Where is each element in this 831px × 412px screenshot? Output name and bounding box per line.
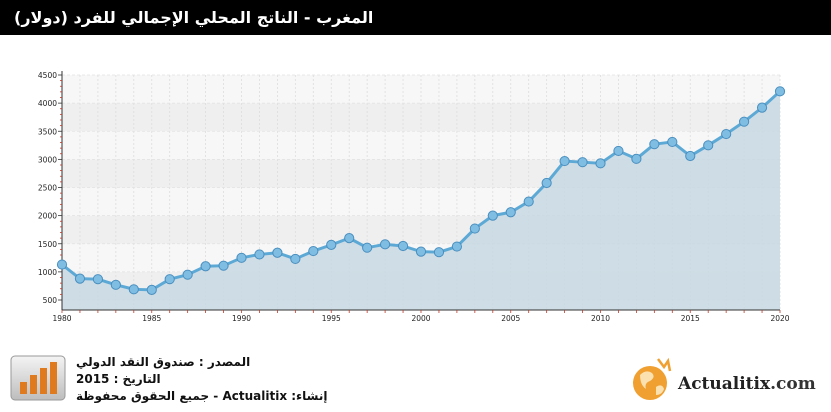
data-point	[721, 128, 732, 140]
y-tick-label: 3000	[38, 155, 57, 164]
data-point	[128, 284, 139, 295]
data-point	[326, 239, 337, 250]
data-point	[541, 177, 552, 189]
title-bar: المغرب - الناتج المحلي الإجمالي للفرد (د…	[0, 0, 831, 35]
data-point	[505, 207, 516, 218]
data-point	[397, 240, 409, 252]
chart-title: المغرب - الناتج المحلي الإجمالي للفرد (د…	[14, 8, 374, 27]
data-point	[774, 86, 786, 97]
x-tick-label: 2020	[770, 314, 789, 323]
y-tick-label: 4000	[38, 99, 57, 108]
logo-brand: Actualitix	[678, 374, 771, 394]
y-tick-label: 1000	[38, 268, 57, 277]
data-point	[451, 241, 462, 252]
data-point	[56, 259, 68, 270]
data-point	[200, 261, 211, 272]
x-tick-label: 1985	[142, 314, 161, 323]
data-point	[92, 274, 104, 285]
data-point	[487, 210, 498, 221]
data-point	[272, 247, 283, 258]
data-point	[595, 158, 606, 169]
data-point	[433, 247, 445, 258]
data-point	[577, 157, 588, 168]
y-tick-label: 2000	[38, 212, 57, 221]
data-point	[182, 269, 193, 280]
logo-text: Actualitix.com	[678, 374, 816, 394]
data-point	[739, 116, 750, 127]
data-point	[649, 139, 660, 150]
data-point	[756, 102, 768, 113]
data-point	[164, 274, 175, 285]
data-point	[236, 252, 247, 263]
data-point	[290, 253, 301, 265]
chart-area: 500 1000 1500 2000 2500 3000 3500 4000 4500 1980 1…	[38, 71, 790, 323]
data-point	[308, 245, 319, 257]
data-point	[667, 136, 678, 148]
footer: المصدر : صندوق النقد الدولي التاريخ : 20…	[0, 345, 831, 412]
data-point	[218, 260, 229, 271]
data-point	[362, 242, 373, 253]
y-tick-label: 4500	[38, 71, 57, 80]
y-tick-label: 3500	[38, 127, 57, 136]
data-point	[469, 223, 480, 234]
source-text: المصدر : صندوق النقد الدولي	[76, 355, 251, 369]
data-point	[559, 155, 570, 167]
series-area	[62, 91, 780, 310]
data-point	[380, 239, 391, 250]
data-point	[344, 233, 355, 244]
data-point	[146, 284, 157, 295]
credit-text: إنشاء: Actualitix - جميع الحقوق محفوظة	[76, 389, 328, 403]
y-tick-label: 2500	[38, 184, 57, 193]
bar-chart-icon	[10, 355, 66, 401]
x-tick-label: 2010	[591, 314, 610, 323]
data-point	[703, 140, 714, 151]
x-tick-label: 2005	[501, 314, 520, 323]
y-tick-label: 500	[43, 296, 58, 305]
logo-domain: .com	[770, 374, 816, 394]
data-point	[631, 153, 642, 164]
x-tick-label: 2015	[681, 314, 700, 323]
y-tick-label: 1500	[38, 240, 57, 249]
globe-logo-icon	[633, 357, 672, 400]
data-point	[685, 150, 696, 162]
data-point	[110, 279, 121, 290]
data-point	[523, 196, 534, 207]
date-text: التاريخ : 2015	[76, 372, 161, 386]
x-tick-label: 2000	[411, 314, 430, 323]
actualitix-logo[interactable]: Actualitix.com	[628, 353, 828, 403]
x-tick-label: 1995	[322, 314, 341, 323]
x-tick-label: 1990	[232, 314, 251, 323]
data-point	[254, 249, 265, 260]
data-point	[415, 246, 427, 257]
x-tick-label: 1980	[52, 314, 71, 323]
data-point	[74, 273, 86, 284]
data-point	[613, 145, 624, 157]
